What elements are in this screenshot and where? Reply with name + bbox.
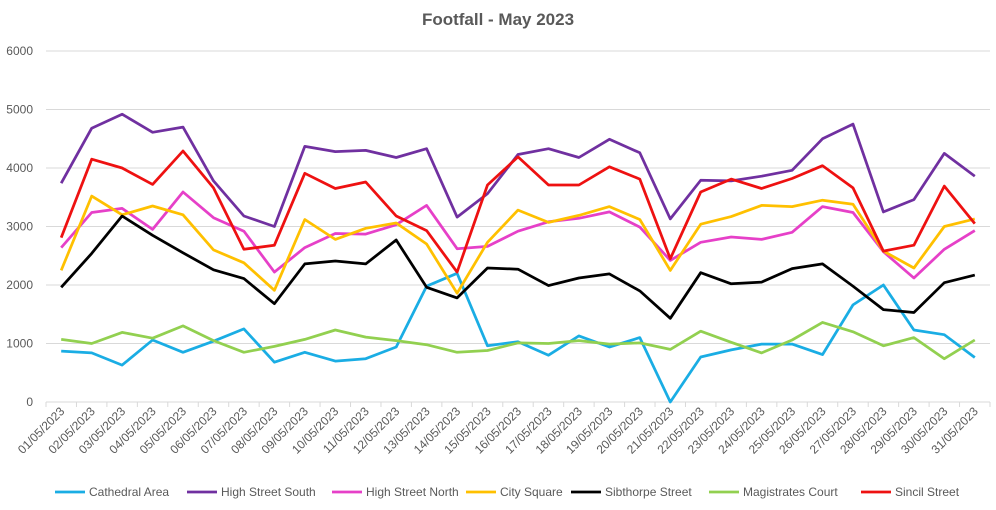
y-tick-label: 4000 [6,161,33,175]
chart-title: Footfall - May 2023 [422,10,574,29]
legend-item: High Street North [332,485,459,499]
legend-item: Magistrates Court [709,485,838,499]
y-tick-label: 5000 [6,103,33,117]
y-tick-label: 6000 [6,44,33,58]
legend-item: Sincil Street [861,485,960,499]
legend-item: City Square [466,485,563,499]
legend-item: Sibthorpe Street [571,485,692,499]
series-line-high-street-south [59,112,976,228]
series-line-city-square [59,194,976,295]
legend-item: Cathedral Area [55,485,169,499]
y-tick-label: 0 [26,395,33,409]
series-line-high-street-north [60,190,976,280]
legend-item: High Street South [187,485,316,499]
legend-label: City Square [500,485,563,499]
legend-label: Sibthorpe Street [605,485,692,499]
y-tick-label: 2000 [6,278,33,292]
legend-label: High Street South [221,485,316,499]
series-line-sincil-street [59,149,976,274]
y-tick-label: 1000 [6,337,33,351]
legend-label: Cathedral Area [89,485,169,499]
y-tick-label: 3000 [6,220,33,234]
legend-label: High Street North [366,485,459,499]
legend-label: Sincil Street [895,485,960,499]
series-line-magistrates-court [61,321,976,361]
legend-label: Magistrates Court [743,485,838,499]
series-line-sibthorpe-street [60,214,976,320]
series-line-cathedral-area [61,271,976,404]
